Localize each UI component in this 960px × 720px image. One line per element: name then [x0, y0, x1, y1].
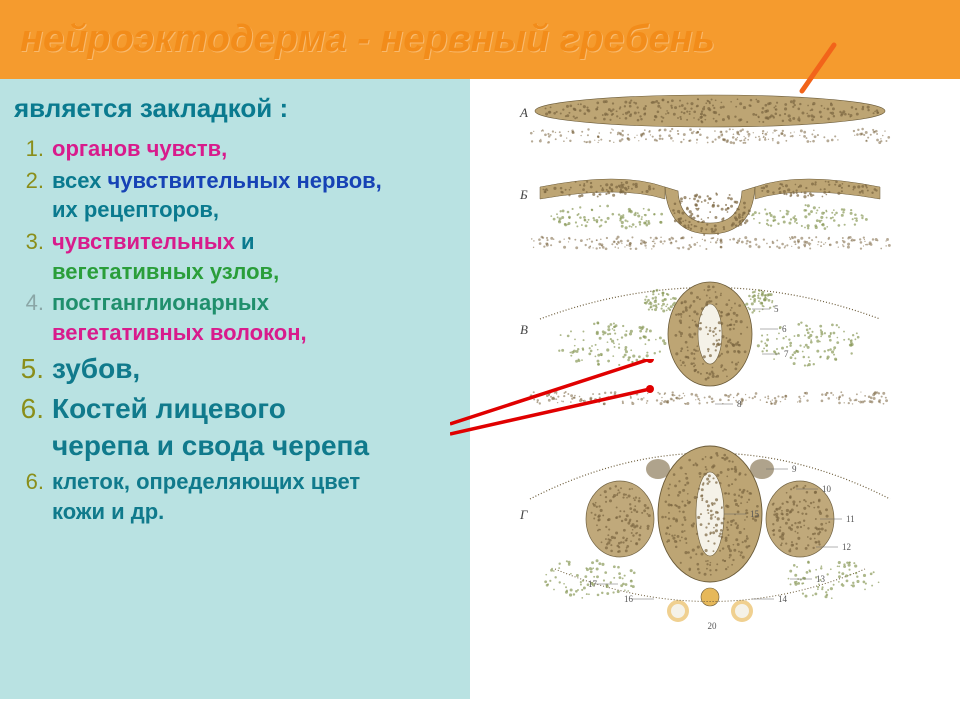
- item-number: 2.: [8, 166, 44, 196]
- item-number: 1.: [8, 134, 44, 164]
- item-subline: черепа и свода черепа: [52, 427, 460, 465]
- item-fragment: клеток, определяющих цвет: [52, 469, 360, 494]
- item-fragment: всех: [52, 168, 108, 193]
- svg-text:Б: Б: [519, 187, 528, 202]
- diagram-panel: АБВ5678Г9101112131415161720: [470, 79, 960, 699]
- svg-text:7: 7: [784, 349, 789, 359]
- svg-text:11: 11: [846, 514, 855, 524]
- item-fragment: зубов,: [52, 353, 140, 384]
- svg-text:А: А: [519, 105, 528, 120]
- item-fragment: чувствительных: [52, 229, 241, 254]
- title-text: нейроэктодерма - нервный гребень: [20, 18, 715, 60]
- svg-text:9: 9: [792, 464, 797, 474]
- svg-text:14: 14: [778, 594, 788, 604]
- item-fragment: Костей лицевого: [52, 393, 286, 424]
- svg-text:Г: Г: [519, 507, 528, 522]
- bullet-list: 1. органов чувств, 2. всех чувствительных н…: [8, 134, 460, 527]
- svg-text:В: В: [520, 322, 528, 337]
- item-subline: их рецепторов,: [52, 195, 460, 225]
- embryology-diagram: АБВ5678Г9101112131415161720: [500, 79, 920, 639]
- list-item: 2. всех чувствительных нервов,их рецептор…: [8, 166, 460, 225]
- text-panel: является закладкой : 1.органов чувств,2.…: [0, 79, 470, 699]
- svg-text:5: 5: [774, 304, 779, 314]
- svg-text:8: 8: [737, 399, 742, 409]
- list-item: 1. органов чувств,: [8, 134, 460, 164]
- svg-text:10: 10: [822, 484, 832, 494]
- item-number: 6.: [8, 390, 44, 428]
- item-fragment: и: [241, 229, 255, 254]
- svg-text:20: 20: [708, 621, 718, 631]
- svg-text:6: 6: [782, 324, 787, 334]
- item-fragment: постганглионарных: [52, 290, 269, 315]
- svg-text:15: 15: [750, 509, 760, 519]
- item-fragment: чувствительных нервов: [108, 168, 376, 193]
- list-item: 4. постганглионарных вегетативных волокон,: [8, 288, 460, 347]
- subtitle: является закладкой :: [8, 93, 460, 124]
- item-fragment: органов чувств: [52, 136, 221, 161]
- svg-text:13: 13: [816, 574, 826, 584]
- item-number: 5.: [8, 350, 44, 388]
- list-item: 6. Костей лицевогочерепа и свода черепа: [8, 390, 460, 466]
- item-number: 3.: [8, 227, 44, 257]
- main-area: является закладкой : 1.органов чувств,2.…: [0, 79, 960, 699]
- item-number: 4.: [8, 288, 44, 318]
- list-item: 3. чувствительных и вегетативных узлов,: [8, 227, 460, 286]
- item-subline: вегетативных узлов,: [52, 257, 460, 287]
- list-item: 6. клеток, определяющих цвет кожи и др.: [8, 467, 460, 526]
- item-fragment: ,: [221, 136, 227, 161]
- item-fragment: ,: [376, 168, 382, 193]
- list-item: 5. зубов,: [8, 350, 460, 388]
- item-number: 6.: [8, 467, 44, 497]
- item-subline: кожи и др.: [52, 497, 460, 527]
- item-subline: вегетативных волокон,: [52, 318, 460, 348]
- svg-text:12: 12: [842, 542, 851, 552]
